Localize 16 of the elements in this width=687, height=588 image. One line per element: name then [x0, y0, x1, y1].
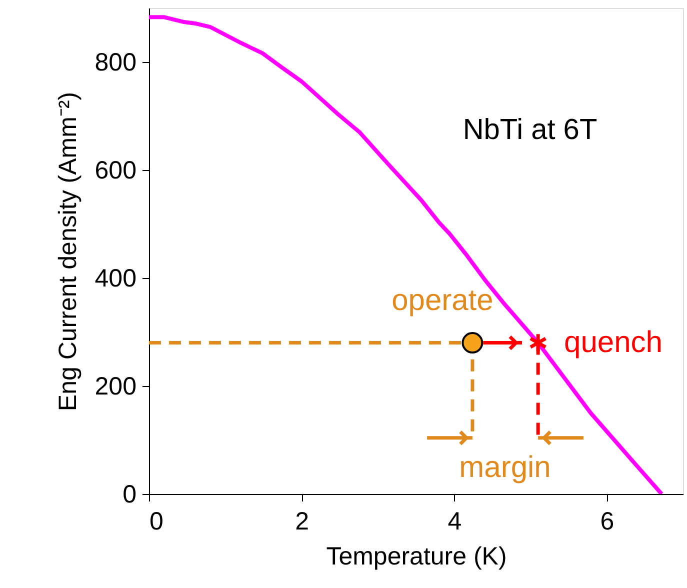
y-tick-label: 0: [122, 480, 136, 508]
annotation: NbTi at 6T: [462, 114, 598, 146]
y-tick-label: 400: [94, 264, 136, 292]
x-axis-title: Temperature (K): [326, 542, 507, 570]
y-tick-label: 800: [94, 48, 136, 76]
x-tick-label: 0: [150, 508, 164, 536]
x-tick-label: 4: [448, 508, 462, 536]
annotation: quench: [564, 326, 662, 359]
x-tick-label: 6: [600, 508, 614, 536]
annotation: operate: [392, 284, 494, 317]
y-tick-label: 200: [94, 372, 136, 400]
line-series: [149, 15, 664, 494]
x-tick-label: 2: [295, 508, 310, 536]
y-axis-title: Eng Current density (Amm⁻²): [54, 92, 82, 412]
y-tick-label: 600: [94, 156, 136, 184]
annotation: margin: [459, 451, 551, 484]
